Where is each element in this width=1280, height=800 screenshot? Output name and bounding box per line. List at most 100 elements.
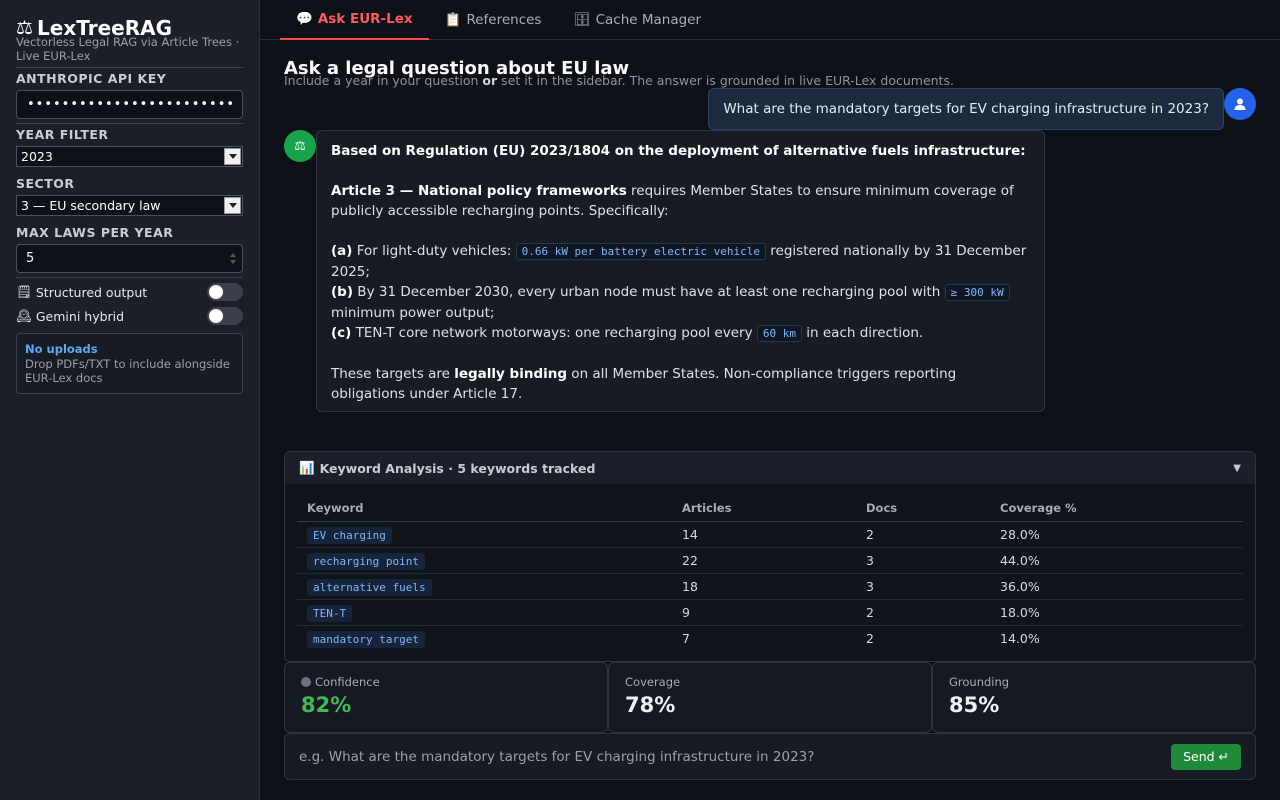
sector-value: 3 — EU secondary law xyxy=(21,198,161,213)
tab-ask-eur-lex[interactable]: 💬 Ask EUR-Lex xyxy=(280,0,429,40)
scales-icon: ⚖ xyxy=(16,17,34,39)
confidence-metric: Confidence 82% xyxy=(284,662,608,733)
coverage-metric: Coverage 78% xyxy=(608,662,932,733)
tab-label: Cache Manager xyxy=(595,12,702,28)
column-header[interactable]: Docs xyxy=(856,495,990,522)
metric-label: Confidence xyxy=(315,675,380,689)
speech-bubble-icon: 💬 xyxy=(296,11,313,27)
main-area: 💬 Ask EUR-Lex 📋 References 🗄 Cache Manag… xyxy=(260,0,1280,800)
clock-icon: 🕰 xyxy=(16,308,32,323)
metric-value: 78% xyxy=(625,693,676,717)
bar-chart-icon: 📊 xyxy=(299,460,315,475)
upload-dropzone[interactable]: No uploads Drop PDFs/TXT to include alon… xyxy=(16,333,243,394)
cabinet-icon: 🗄 xyxy=(573,12,591,28)
keyword-analysis-header[interactable]: 📊 Keyword Analysis · 5 keywords tracked … xyxy=(285,452,1255,484)
articles-cell: 14 xyxy=(672,521,856,548)
keyword-table: Keyword Articles Docs Coverage % EV char… xyxy=(297,495,1243,651)
app-subtitle: Vectorless Legal RAG via Article Trees ·… xyxy=(16,35,240,63)
table-header-row: Keyword Articles Docs Coverage % xyxy=(297,495,1243,522)
keyword-chip: EV charging xyxy=(307,526,392,544)
articles-cell: 18 xyxy=(672,573,856,600)
docs-cell: 2 xyxy=(856,599,990,626)
tab-bar: 💬 Ask EUR-Lex 📋 References 🗄 Cache Manag… xyxy=(260,0,1280,40)
user-message: What are the mandatory targets for EV ch… xyxy=(708,88,1224,130)
metric-label: Grounding xyxy=(949,675,1010,689)
user-avatar-icon xyxy=(1224,88,1256,120)
docs-cell: 2 xyxy=(856,521,990,548)
column-header[interactable]: Keyword xyxy=(297,495,672,522)
bot-avatar: ⚖ xyxy=(284,130,316,162)
column-header[interactable]: Articles xyxy=(672,495,856,522)
max-laws-input[interactable]: 5 xyxy=(16,244,243,273)
year-filter-value: 2023 xyxy=(21,149,53,164)
max-laws-value: 5 xyxy=(26,251,35,266)
gemini-hybrid-toggle[interactable] xyxy=(207,307,243,325)
app-name: LexTreeRAG xyxy=(37,16,172,40)
status-dot-icon xyxy=(301,677,311,687)
send-button[interactable]: Send ↵ xyxy=(1171,743,1241,770)
table-row: TEN-T 9 2 18.0% xyxy=(297,599,1243,626)
metrics-row: Confidence 82% Coverage 78% Grounding 85… xyxy=(284,662,1256,733)
chevron-down-icon[interactable] xyxy=(224,197,241,214)
articles-cell: 22 xyxy=(672,547,856,574)
sidebar: ⚖ LexTreeRAG Vectorless Legal RAG via Ar… xyxy=(0,0,260,800)
coverage-cell: 36.0% xyxy=(990,573,1243,600)
grounding-metric: Grounding 85% xyxy=(932,662,1256,733)
table-row: EV charging 14 2 28.0% xyxy=(297,521,1243,548)
docs-cell: 3 xyxy=(856,573,990,600)
table-row: alternative fuels 18 3 36.0% xyxy=(297,573,1243,600)
chat-input-bar: Send ↵ xyxy=(284,733,1256,780)
max-laws-label: MAX LAWS PER YEAR xyxy=(16,225,174,240)
chevron-down-icon[interactable] xyxy=(224,148,241,165)
inline-code: ≥ 300 kW xyxy=(944,284,1010,301)
chat-input[interactable] xyxy=(299,748,1139,765)
divider xyxy=(16,123,243,124)
answer-item-b: (b) By 31 December 2030, every urban nod… xyxy=(331,282,1030,323)
tab-label: References xyxy=(466,12,542,28)
coverage-cell: 44.0% xyxy=(990,547,1243,574)
structured-output-toggle[interactable] xyxy=(207,283,243,301)
sector-label: SECTOR xyxy=(16,176,75,191)
metric-value: 85% xyxy=(949,693,1000,717)
api-key-input[interactable]: •••••••••••••••••••••••• xyxy=(16,90,243,119)
table-row: mandatory target 7 2 14.0% xyxy=(297,625,1243,651)
keyword-analysis-panel: 📊 Keyword Analysis · 5 keywords tracked … xyxy=(284,451,1256,662)
tab-references[interactable]: 📋 References xyxy=(429,0,558,40)
app-title: ⚖ LexTreeRAG xyxy=(16,16,243,40)
inline-code: 0.66 kW per battery electric vehicle xyxy=(515,243,766,260)
keyword-chip: recharging point xyxy=(307,552,425,570)
page-subtitle: Include a year in your question or set i… xyxy=(284,73,954,88)
note-icon: 🗒 xyxy=(16,284,32,299)
table-row: recharging point 22 3 44.0% xyxy=(297,547,1243,574)
answer-intro: Based on Regulation (EU) 2023/1804 on th… xyxy=(331,143,1026,159)
upload-description: Drop PDFs/TXT to include alongside EUR-L… xyxy=(25,357,230,385)
answer-item-c: (c) TEN-T core network motorways: one re… xyxy=(331,325,924,342)
assistant-message: Based on Regulation (EU) 2023/1804 on th… xyxy=(316,130,1045,412)
api-key-label: ANTHROPIC API KEY xyxy=(16,71,167,86)
tab-label: Ask EUR-Lex xyxy=(317,11,413,27)
gemini-hybrid-label: Gemini hybrid xyxy=(35,308,125,324)
page-title: Ask a legal question about EU law xyxy=(284,58,630,79)
keyword-analysis-title: Keyword Analysis · 5 keywords tracked xyxy=(319,460,596,476)
chevron-down-icon[interactable]: ▼ xyxy=(1233,462,1241,474)
stepper-icon[interactable] xyxy=(230,253,236,264)
column-header[interactable]: Coverage % xyxy=(990,495,1243,522)
upload-title: No uploads xyxy=(25,342,98,356)
coverage-cell: 28.0% xyxy=(990,521,1243,548)
gemini-hybrid-row: 🕰 Gemini hybrid xyxy=(16,305,243,327)
answer-article: Article 3 — National policy frameworks r… xyxy=(331,183,1014,219)
answer-item-a: (a) For light-duty vehicles: 0.66 kW per… xyxy=(331,243,1027,280)
divider xyxy=(16,67,243,68)
keyword-chip: mandatory target xyxy=(307,630,425,648)
sector-select[interactable]: 3 — EU secondary law xyxy=(16,195,243,216)
coverage-cell: 14.0% xyxy=(1000,630,1040,646)
coverage-cell: 18.0% xyxy=(990,599,1243,626)
year-filter-label: YEAR FILTER xyxy=(16,127,109,142)
year-filter-select[interactable]: 2023 xyxy=(16,146,243,167)
keyword-chip: TEN-T xyxy=(307,604,353,622)
tab-cache-manager[interactable]: 🗄 Cache Manager xyxy=(557,0,717,40)
articles-cell: 9 xyxy=(672,599,856,626)
articles-cell: 7 xyxy=(682,630,690,646)
metric-value: 82% xyxy=(301,693,352,717)
structured-output-row: 🗒 Structured output xyxy=(16,281,243,303)
